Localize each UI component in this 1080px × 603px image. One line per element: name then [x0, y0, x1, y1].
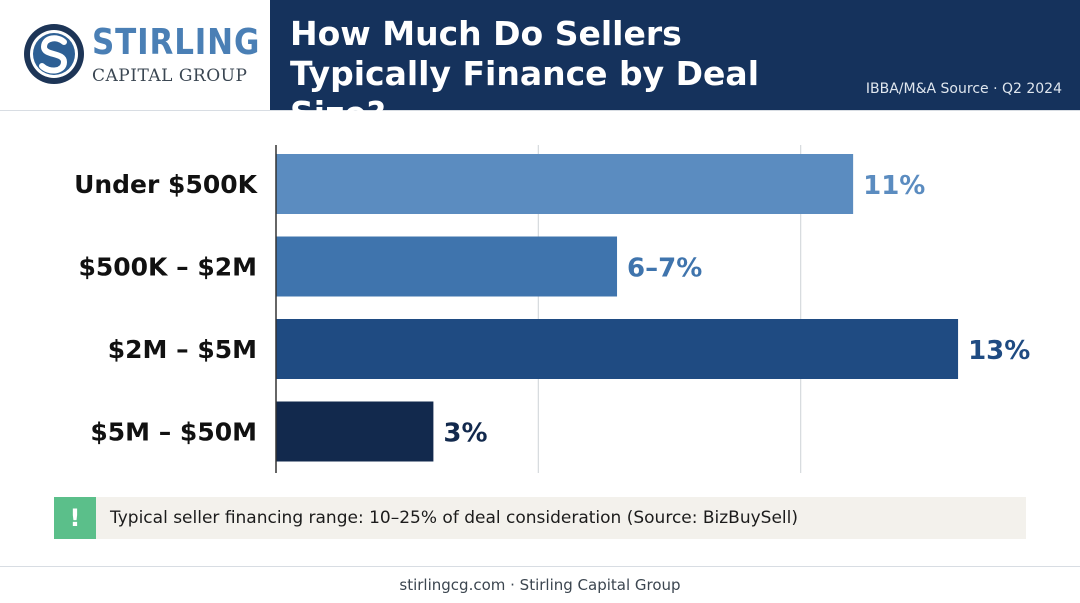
title-panel: How Much Do Sellers Typically Finance by…	[270, 0, 1080, 133]
page-title: How Much Do Sellers Typically Finance by…	[290, 14, 760, 133]
brand-name: STIRLING	[92, 22, 261, 63]
category-labels: Under $500K $500K – $2M $2M – $5M $5M – $50…	[74, 170, 259, 447]
callout-banner: ! Typical seller financing range: 10–25%…	[54, 497, 1026, 539]
bar-2	[276, 236, 618, 297]
logo: STIRLING CAPITAL GROUP	[22, 20, 262, 92]
category-label-2: $500K – $2M	[78, 253, 257, 282]
value-labels: 11% 6–7% 13% 3%	[443, 171, 1030, 449]
header: STIRLING CAPITAL GROUP How Much Do Selle…	[0, 0, 1080, 133]
footer-divider	[0, 566, 1080, 567]
value-label-1: 11%	[863, 171, 925, 201]
bar-1	[276, 154, 854, 214]
bars	[276, 154, 959, 462]
callout-text: Typical seller financing range: 10–25% o…	[110, 508, 799, 528]
value-label-3: 13%	[968, 336, 1030, 366]
bar-3	[276, 319, 959, 379]
exclamation-icon: !	[54, 497, 96, 539]
value-label-4: 3%	[443, 419, 487, 449]
footer: stirlingcg.com · Stirling Capital Group	[399, 576, 681, 594]
circular-s-logo-icon	[24, 24, 84, 84]
value-label-2: 6–7%	[627, 254, 702, 284]
source-note: IBBA/M&A Source · Q2 2024	[865, 81, 1062, 97]
category-label-3: $2M – $5M	[108, 335, 257, 364]
category-label-1: Under $500K	[74, 170, 259, 199]
brand-subname: CAPITAL GROUP	[92, 66, 248, 86]
bar-chart: Under $500K $500K – $2M $2M – $5M $5M – $50…	[74, 145, 1030, 473]
category-label-4: $5M – $50M	[90, 418, 257, 447]
bar-4	[276, 401, 434, 462]
